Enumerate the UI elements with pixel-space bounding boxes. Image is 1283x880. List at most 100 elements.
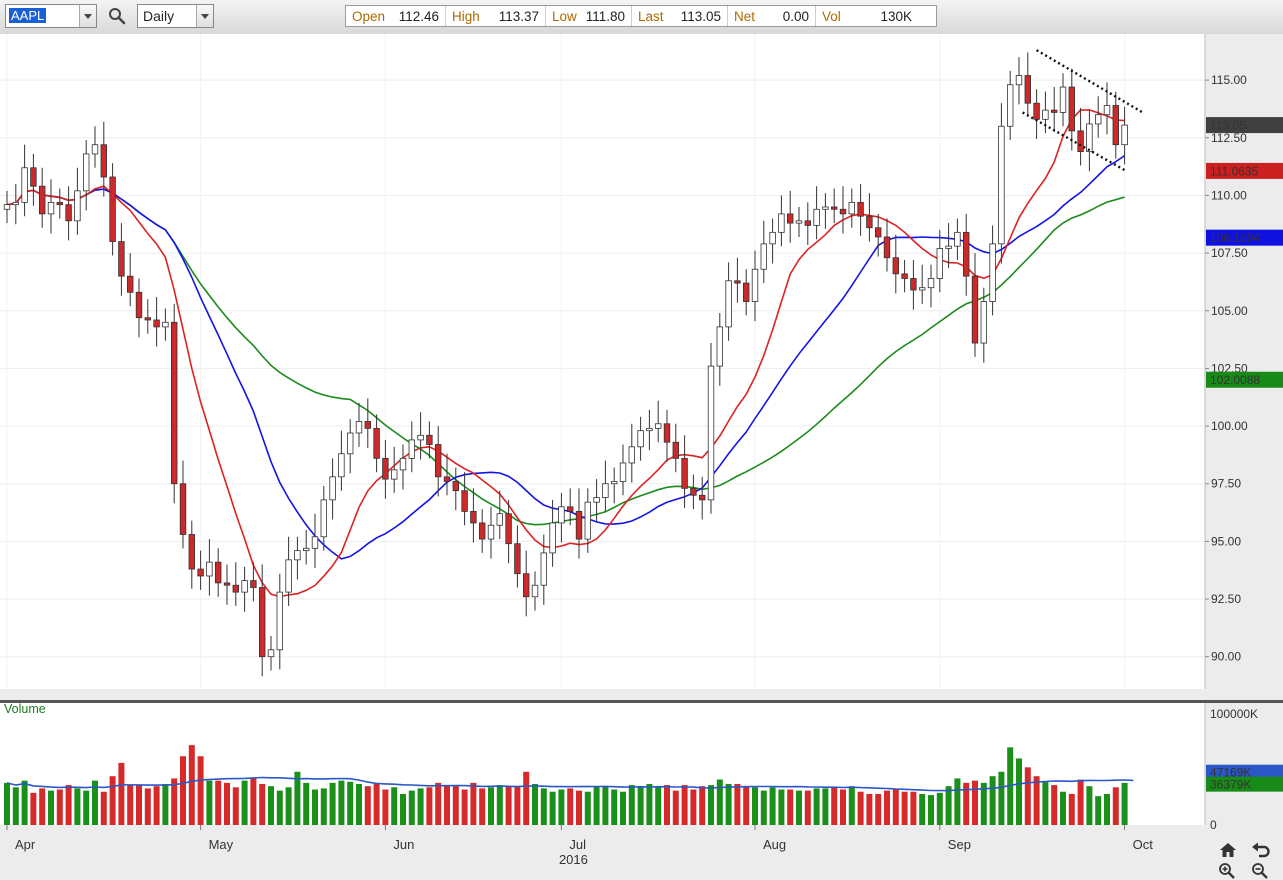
zoom-out-icon[interactable] (1251, 862, 1269, 880)
candle (1121, 106, 1128, 165)
candle-body (883, 236, 891, 259)
candle (65, 186, 72, 241)
candle (294, 536, 301, 580)
candle (663, 409, 671, 462)
candle-body (540, 552, 547, 586)
volume-bar (628, 785, 635, 825)
volume-bar (884, 790, 890, 825)
candle-body (434, 444, 442, 478)
volume-bar (452, 786, 459, 825)
candle (875, 213, 882, 257)
volume-bar (813, 788, 820, 825)
symbol-dropdown-button[interactable] (79, 5, 96, 27)
candle-body (91, 144, 99, 155)
volume-bar (276, 790, 283, 825)
price-label: 111.0635 (1206, 162, 1283, 179)
volume-bar (1095, 796, 1102, 825)
candle (373, 414, 380, 473)
time-tick-label: Sep (948, 837, 971, 852)
candle-body (971, 275, 979, 344)
search-icon[interactable] (108, 7, 126, 25)
quote-label: Last (638, 8, 664, 24)
candle (478, 509, 486, 553)
zoom-in-icon[interactable] (1218, 862, 1236, 880)
undo-icon[interactable] (1251, 841, 1271, 859)
price-tick-label: 100.00 (1211, 419, 1248, 433)
volume-bar (312, 789, 318, 825)
symbol-input[interactable]: AAPL (5, 4, 97, 28)
quote-open: Open 112.46 (346, 6, 446, 26)
volume-bar (356, 783, 362, 825)
candle-body (83, 153, 90, 192)
candle-body (787, 213, 794, 224)
price-chart[interactable]: 115.00112.50110.00107.50105.00102.50100.… (0, 34, 1283, 694)
candle (390, 446, 398, 493)
price-tick-label: 110.00 (1211, 188, 1247, 202)
candle (954, 218, 961, 261)
volume-bar (901, 791, 908, 825)
candle (672, 423, 679, 473)
candle-body (1024, 75, 1031, 104)
candle (21, 144, 28, 217)
candle-body (170, 321, 178, 485)
quote-value: 111.80 (585, 8, 625, 24)
volume-bar (444, 785, 450, 825)
period-select[interactable]: Daily (137, 4, 214, 28)
volume-bar (197, 756, 204, 825)
candle (74, 167, 81, 235)
time-tick-label: Jun (393, 837, 414, 852)
volume-bar (716, 779, 723, 825)
panel-separator (0, 700, 1283, 703)
volume-bar (972, 780, 978, 825)
candle-body (549, 522, 556, 554)
candle (751, 250, 759, 322)
candle-body (980, 301, 987, 344)
candle (170, 303, 178, 504)
candle (487, 506, 495, 559)
volume-bar (505, 786, 512, 825)
volume-bar (417, 788, 424, 825)
price-tick-label: 97.50 (1211, 477, 1241, 491)
home-icon[interactable] (1218, 841, 1238, 859)
candle (514, 525, 521, 588)
candle-body (672, 441, 679, 459)
price-tick-label: 105.00 (1211, 304, 1248, 318)
candle-body (804, 220, 811, 226)
volume-bar (655, 787, 662, 825)
candle-body (945, 245, 952, 249)
candle (426, 421, 433, 459)
volume-bar (857, 791, 864, 825)
volume-bar (1104, 793, 1110, 825)
volume-bar (796, 790, 802, 825)
price-label-text: 102.0088 (1210, 373, 1260, 387)
volume-bar (400, 793, 406, 825)
price-label: 102.0088 (1206, 371, 1283, 388)
volume-bar (118, 762, 125, 825)
period-dropdown-button[interactable] (196, 5, 213, 27)
candle-body (487, 524, 495, 540)
candle (214, 548, 222, 597)
candle-body (223, 582, 231, 586)
volume-bar (180, 756, 186, 825)
candle (813, 186, 820, 240)
volume-bar (549, 791, 556, 825)
candle (919, 264, 926, 304)
candle-body (690, 487, 697, 496)
candle-body (496, 513, 503, 526)
volume-bar (4, 782, 10, 825)
volume-bar (708, 785, 714, 825)
candle (302, 529, 310, 565)
candle (505, 499, 512, 564)
candle-body (162, 321, 169, 328)
candle (12, 183, 19, 225)
volume-bar (760, 790, 767, 825)
volume-bar (48, 790, 54, 825)
volume-bar (1051, 785, 1058, 825)
candle (734, 257, 741, 303)
volume-bar (241, 780, 248, 825)
candle-body (822, 206, 829, 210)
quote-value: 113.37 (498, 8, 539, 24)
volume-bar (989, 776, 996, 825)
symbol-value[interactable]: AAPL (9, 8, 47, 23)
